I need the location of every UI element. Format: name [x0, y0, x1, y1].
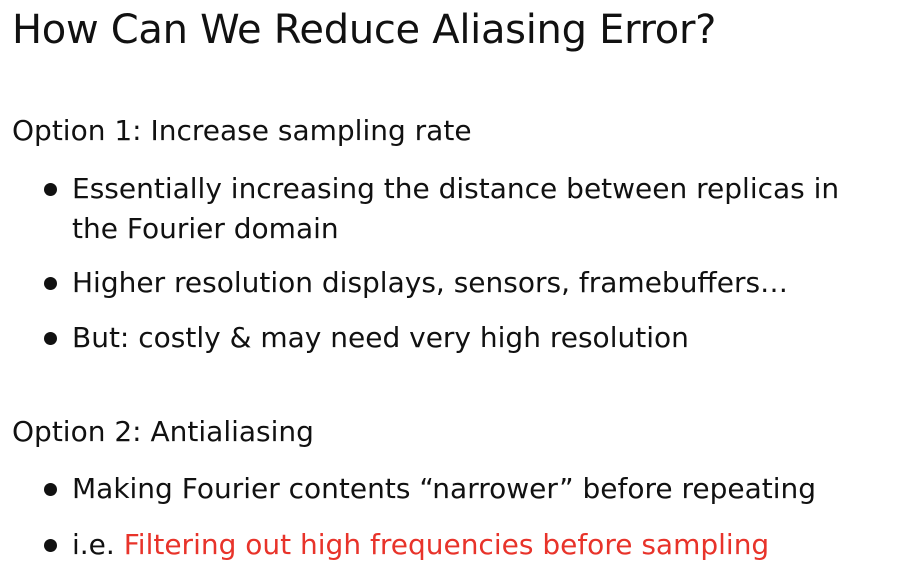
option-2-bullet-2-prefix: i.e. [72, 528, 124, 561]
option-1-bullet-2: Higher resolution displays, sensors, fra… [44, 263, 894, 303]
option-1-bullet-3-text: But: costly & may need very high resolut… [72, 321, 689, 354]
option-2-heading: Option 2: Antialiasing [12, 415, 314, 448]
option-1-bullet-1: Essentially increasing the distance betw… [44, 169, 894, 249]
option-1-bullet-2-text: Higher resolution displays, sensors, fra… [72, 266, 789, 299]
option-1-bullet-3: But: costly & may need very high resolut… [44, 318, 894, 358]
option-1-heading: Option 1: Increase sampling rate [12, 114, 472, 147]
highlighted-filtering-text: Filtering out high frequencies before sa… [123, 528, 770, 561]
slide-title: How Can We Reduce Aliasing Error? [12, 7, 717, 53]
option-1-bullet-1-text: Essentially increasing the distance betw… [72, 172, 840, 245]
option-2-bullet-1-text: Making Fourier contents “narrower” befor… [72, 472, 817, 505]
option-2-bullet-2: i.e. Filtering out high frequencies befo… [44, 525, 894, 565]
option-2-bullet-1: Making Fourier contents “narrower” befor… [44, 469, 894, 509]
